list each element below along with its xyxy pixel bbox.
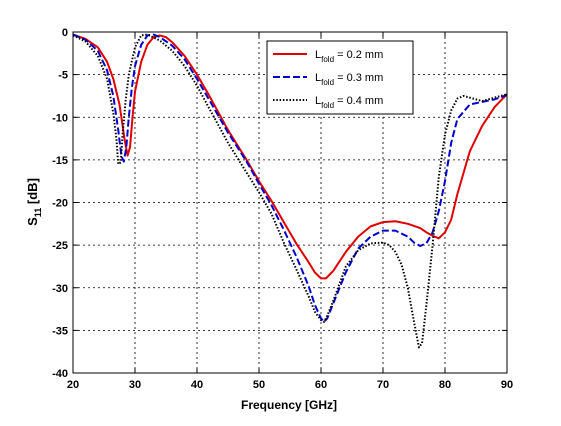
legend-label-3: Lfold = 0.4 mm — [315, 95, 383, 110]
y-tick-label: -40 — [52, 368, 68, 380]
x-axis-label: Frequency [GHz] — [241, 398, 337, 412]
y-tick-label: -10 — [52, 112, 68, 124]
y-tick-label: -15 — [52, 155, 68, 167]
x-tick-label: 70 — [377, 379, 389, 391]
y-axis-label-unit: [dB] — [25, 178, 40, 208]
x-tick-label: 60 — [315, 379, 327, 391]
legend: Lfold = 0.2 mm Lfold = 0.3 mm Lfold = 0.4 … — [266, 40, 414, 115]
x-tick-label: 20 — [67, 379, 79, 391]
series-line-3 — [72, 33, 508, 349]
y-tick-label: -35 — [52, 325, 68, 337]
series-line-2 — [72, 33, 508, 323]
y-tick-label: -25 — [52, 240, 68, 252]
y-tick-label: -30 — [52, 283, 68, 295]
y-axis-label-main: S — [25, 217, 40, 226]
series-layer — [72, 33, 508, 349]
y-tick-label: -5 — [58, 70, 68, 82]
x-tick-label: 80 — [439, 379, 451, 391]
x-tick-label: 40 — [191, 379, 203, 391]
series-line-1 — [72, 33, 508, 280]
axes: 20 30 40 50 60 70 80 90 0 -5 -10 -15 -20 -25 -30 -35 -40 — [52, 27, 513, 391]
legend-label-2: Lfold = 0.3 mm — [315, 72, 383, 87]
y-axis-label-sub: 11 — [33, 208, 43, 218]
legend-label-1: Lfold = 0.2 mm — [315, 49, 383, 64]
x-tick-label: 30 — [129, 379, 141, 391]
x-tick-label: 90 — [501, 379, 513, 391]
y-tick-label: -20 — [52, 198, 68, 210]
y-axis-label: S11 [dB] — [25, 178, 43, 226]
x-tick-label: 50 — [253, 379, 265, 391]
y-tick-label: 0 — [62, 27, 68, 39]
